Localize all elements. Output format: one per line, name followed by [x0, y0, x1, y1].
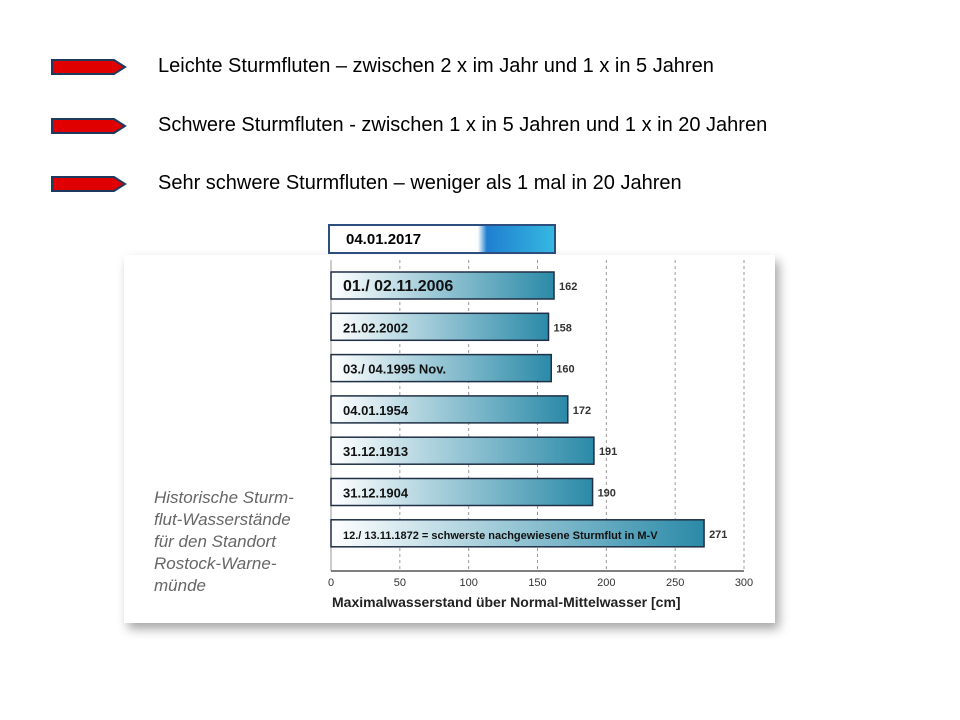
- arrow-icon: [51, 175, 127, 192]
- bar-value-label: 162: [559, 281, 577, 293]
- x-tick-label: 100: [459, 577, 477, 589]
- x-tick-label: 250: [666, 577, 684, 589]
- bullet-item-2: Schwere Sturmfluten - zwischen 1 x in 5 …: [48, 114, 767, 137]
- x-tick-label: 150: [528, 577, 546, 589]
- bullet-text: Schwere Sturmfluten - zwischen 1 x in 5 …: [158, 114, 768, 136]
- bar: [330, 395, 569, 424]
- bar-category-label: 04.01.1954: [343, 403, 409, 418]
- bar-category-label: 01./ 02.11.2006: [343, 278, 453, 295]
- storm-surge-bar-chart: 01./ 02.11.2006 162 21.02.2002 158 03./ 04.1…: [328, 260, 753, 610]
- bar-category-label: 21.02.2002: [343, 320, 408, 335]
- bar: [330, 312, 550, 342]
- bar-category-label: 12./ 13.11.1872 = schwerste nachgewiesen…: [343, 530, 658, 542]
- bar: [330, 271, 555, 300]
- chart-caption: Historische Sturm- flut-Wasserstände für…: [154, 487, 294, 597]
- caption-line: flut-Wasserstände: [154, 510, 291, 529]
- x-axis-label: Maximalwasserstand über Normal-Mittelwas…: [332, 594, 681, 610]
- bar: [330, 436, 595, 465]
- x-tick-label: 50: [394, 577, 406, 589]
- storm-surge-figure: 01./ 02.11.2006 162 21.02.2002 158 03./ 04.1…: [124, 255, 775, 623]
- bullet-item-1: Leichte Sturmfluten – zwischen 2 x im Ja…: [48, 55, 714, 78]
- bar-value-label: 191: [599, 446, 617, 458]
- bar-category-label: 31.12.1904: [343, 486, 409, 501]
- bar-value-label: 271: [709, 529, 727, 541]
- bar-category-label: 31.12.1913: [343, 444, 408, 459]
- caption-line: münde: [154, 576, 206, 595]
- bar: [330, 519, 705, 548]
- caption-line: Historische Sturm-: [154, 488, 294, 507]
- caption-line: für den Standort: [154, 532, 276, 551]
- bar-value-label: 158: [554, 322, 572, 334]
- bar-value-label: 172: [573, 405, 591, 417]
- bar-value-label: 190: [598, 488, 616, 500]
- highlight-date-box: 04.01.2017: [328, 224, 556, 254]
- bullet-text: Leichte Sturmfluten – zwischen 2 x im Ja…: [158, 55, 714, 77]
- caption-line: Rostock-Warne-: [154, 554, 277, 573]
- arrow-icon: [51, 58, 127, 75]
- bar: [330, 353, 553, 383]
- bar-value-label: 160: [556, 364, 574, 376]
- arrow-icon: [51, 117, 127, 134]
- x-tick-label: 0: [328, 577, 334, 589]
- bullet-text: Sehr schwere Sturmfluten – weniger als 1…: [158, 172, 682, 194]
- x-tick-label: 300: [735, 577, 753, 589]
- x-tick-label: 200: [597, 577, 615, 589]
- highlight-date-label: 04.01.2017: [346, 231, 422, 248]
- bullet-item-3: Sehr schwere Sturmfluten – weniger als 1…: [48, 172, 682, 195]
- bar-category-label: 03./ 04.1995 Nov.: [343, 362, 446, 377]
- bar: [330, 477, 594, 507]
